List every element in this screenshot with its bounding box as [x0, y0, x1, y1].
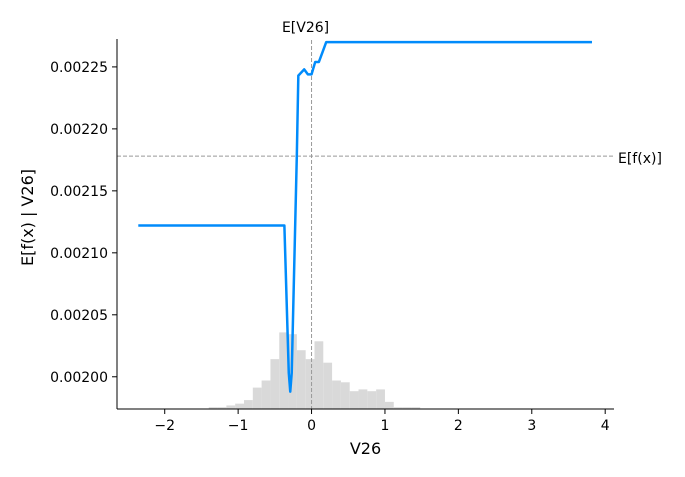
- expected-output-label: E[f(x)]: [618, 151, 662, 167]
- y-tick-label: 0.00210: [50, 246, 108, 262]
- histogram-bar: [261, 380, 271, 409]
- dependence-line: [138, 40, 592, 393]
- histogram-bar: [217, 407, 227, 409]
- histogram-bar: [252, 387, 262, 409]
- y-tick-label: 0.00215: [50, 184, 108, 200]
- histogram-bar: [367, 391, 377, 409]
- histogram-bar: [270, 359, 280, 409]
- histogram-bar: [279, 332, 289, 409]
- axes: [116, 39, 614, 410]
- y-tick-label: 0.00205: [50, 308, 108, 324]
- y-tick-label: 0.00220: [50, 122, 108, 138]
- histogram-bar: [340, 382, 350, 409]
- histogram-bar: [349, 391, 359, 409]
- x-axis-title: V26: [350, 439, 381, 458]
- expected-value-label: E[V26]: [282, 20, 329, 36]
- histogram-bar: [244, 400, 253, 409]
- histogram-bar: [332, 380, 341, 409]
- histogram-bar: [411, 407, 421, 409]
- histogram-bar: [305, 359, 315, 409]
- histogram-bar: [358, 389, 368, 409]
- histogram-bar: [208, 407, 218, 409]
- y-ticks: 0.00200 0.00205 0.00210 0.00215 0.00220 0.002…: [50, 60, 117, 386]
- y-tick-label: 0.00200: [50, 370, 108, 386]
- histogram-bar: [314, 341, 324, 409]
- x-tick-label: −2: [154, 418, 175, 434]
- histogram-bar: [323, 362, 333, 409]
- x-tick-label: 1: [380, 418, 389, 434]
- x-tick-label: 2: [454, 418, 463, 434]
- histogram-bar: [235, 403, 245, 409]
- histogram-bar: [402, 407, 412, 409]
- histogram-bar: [296, 350, 306, 409]
- histogram-bar: [226, 405, 236, 409]
- y-tick-label: 0.00225: [50, 60, 108, 76]
- x-tick-label: 0: [307, 418, 316, 434]
- x-ticks: −2 −1 0 1 2 3 4: [154, 409, 610, 434]
- x-tick-label: 3: [527, 418, 536, 434]
- histogram-bar: [384, 401, 394, 409]
- reference-lines: [117, 40, 614, 409]
- y-axis-title: E[f(x) | V26]: [18, 169, 37, 266]
- x-tick-label: 4: [601, 418, 610, 434]
- x-tick-label: −1: [228, 418, 249, 434]
- histogram-bar: [393, 407, 403, 409]
- histogram: [208, 332, 421, 409]
- histogram-bar: [376, 389, 385, 409]
